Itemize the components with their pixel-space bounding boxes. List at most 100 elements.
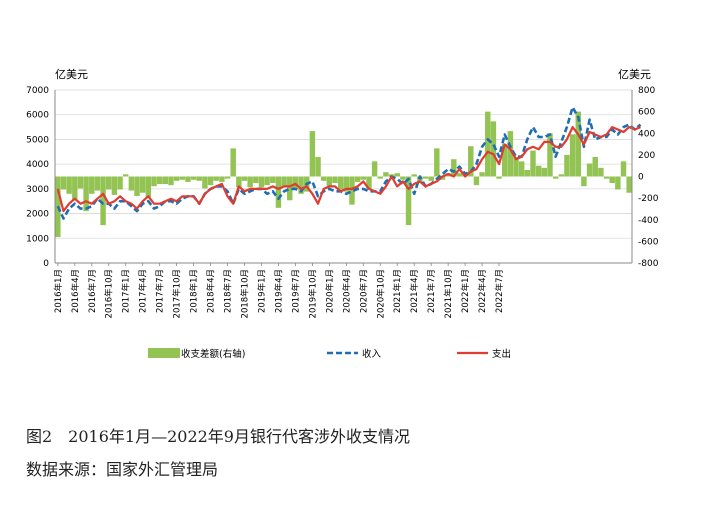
balance-bar bbox=[298, 176, 304, 194]
balance-bar bbox=[72, 176, 78, 201]
balance-bar bbox=[111, 176, 118, 195]
balance-bar bbox=[83, 176, 89, 212]
balance-bar bbox=[270, 176, 276, 183]
balance-bar bbox=[411, 174, 417, 177]
legend-label-balance: 收支差额(右轴) bbox=[181, 348, 245, 360]
balance-bar bbox=[236, 176, 242, 188]
x-tick-label: 2018年7月 bbox=[223, 269, 234, 313]
balance-bar bbox=[405, 176, 412, 226]
balance-bar bbox=[106, 176, 112, 190]
left-tick-label: 4000 bbox=[26, 160, 49, 170]
x-tick-label: 2022年1月 bbox=[460, 269, 471, 313]
x-tick-label: 2018年1月 bbox=[189, 269, 200, 313]
balance-bar bbox=[496, 176, 502, 179]
balance-bar bbox=[77, 176, 84, 189]
data-source: 数据来源：国家外汇管理局 bbox=[26, 460, 219, 479]
balance-bar bbox=[513, 157, 519, 177]
x-tick-label: 2016年10月 bbox=[104, 269, 115, 318]
left-tick-label: 2000 bbox=[26, 210, 49, 220]
balance-bar bbox=[485, 111, 491, 177]
balance-bar bbox=[620, 161, 627, 177]
balance-bar bbox=[451, 159, 457, 177]
x-tick-label: 2019年1月 bbox=[256, 269, 267, 313]
balance-bar bbox=[349, 176, 355, 205]
balance-bar bbox=[547, 133, 553, 177]
right-tick-label: -400 bbox=[638, 216, 659, 226]
left-tick-label: 0 bbox=[43, 259, 49, 269]
x-tick-label: 2017年1月 bbox=[121, 269, 132, 313]
balance-bar bbox=[168, 176, 174, 186]
balance-bar bbox=[575, 111, 581, 177]
balance-bar bbox=[287, 176, 293, 201]
x-tick-label: 2017年4月 bbox=[138, 269, 149, 313]
x-tick-label: 2022年7月 bbox=[494, 269, 505, 313]
right-tick-label: 0 bbox=[638, 173, 644, 183]
x-tick-label: 2019年4月 bbox=[273, 269, 284, 313]
balance-bar bbox=[128, 176, 135, 191]
income-line bbox=[56, 106, 642, 220]
right-tick-label: -600 bbox=[638, 237, 659, 247]
balance-bar bbox=[139, 176, 146, 193]
balance-bar bbox=[535, 165, 542, 177]
x-tick-label: 2017年7月 bbox=[155, 269, 166, 313]
x-tick-label: 2020年7月 bbox=[358, 269, 369, 313]
left-tick-label: 1000 bbox=[26, 234, 49, 244]
balance-bar bbox=[586, 163, 593, 177]
balance-bar bbox=[89, 176, 95, 194]
balance-bar bbox=[343, 176, 350, 192]
balance-bar bbox=[309, 131, 316, 177]
balance-bar bbox=[592, 157, 598, 177]
right-tick-label: -800 bbox=[638, 259, 659, 269]
balance-bar bbox=[360, 176, 367, 180]
right-tick-label: 200 bbox=[638, 151, 655, 161]
balance-bar bbox=[598, 167, 604, 177]
income-expense-lines bbox=[56, 106, 642, 220]
balance-bar bbox=[190, 176, 197, 180]
balance-bar bbox=[552, 176, 559, 179]
balance-bar bbox=[281, 176, 287, 188]
balance-bar bbox=[518, 161, 525, 177]
balance-bar bbox=[490, 121, 497, 177]
expense-line bbox=[56, 125, 641, 213]
balance-bar bbox=[117, 176, 123, 190]
gridlines bbox=[55, 89, 632, 239]
balance-bar bbox=[434, 148, 440, 177]
balance-bar bbox=[241, 176, 248, 181]
balance-bar bbox=[230, 148, 236, 177]
legend-label-income: 收入 bbox=[362, 348, 382, 360]
balance-bar bbox=[264, 176, 270, 186]
figure-title: 图2 2016年1月—2022年9月银行代客涉外收支情况 bbox=[26, 427, 410, 446]
balance-bar bbox=[366, 176, 372, 190]
x-tick-label: 2018年10月 bbox=[240, 269, 251, 318]
balance-bar bbox=[320, 176, 327, 181]
balance-bar bbox=[383, 172, 389, 177]
balance-bar bbox=[615, 176, 621, 190]
balance-bar bbox=[275, 176, 282, 208]
balance-bar bbox=[145, 176, 152, 198]
balance-bar bbox=[207, 176, 214, 186]
balance-bar bbox=[439, 176, 446, 180]
balance-bar bbox=[524, 170, 531, 177]
legend-label-expense: 支出 bbox=[492, 348, 511, 360]
balance-bar bbox=[326, 176, 333, 187]
left-tick-label: 6000 bbox=[26, 111, 49, 121]
balance-bar bbox=[134, 176, 140, 196]
balance-bar bbox=[428, 176, 434, 181]
balance-bar bbox=[473, 176, 480, 186]
balance-bar bbox=[94, 176, 101, 191]
x-tick-label: 2022年4月 bbox=[477, 269, 488, 313]
balance-bar bbox=[60, 176, 67, 190]
balance-bar bbox=[173, 176, 180, 181]
chart-canvas: 01000200030004000500060007000-800-600-40… bbox=[26, 68, 659, 360]
balance-bar bbox=[377, 176, 383, 179]
x-tick-label: 2020年1月 bbox=[324, 269, 335, 313]
legend-swatch-balance bbox=[148, 348, 180, 358]
left-tick-label: 7000 bbox=[26, 86, 49, 96]
balance-bar bbox=[156, 176, 163, 185]
legend: 收支差额(右轴) 收入 支出 bbox=[148, 348, 511, 360]
x-tick-label: 2016年7月 bbox=[87, 269, 98, 313]
balance-bar bbox=[224, 176, 231, 179]
balance-bar bbox=[202, 176, 208, 189]
balance-bar bbox=[253, 176, 259, 183]
balance-bar bbox=[400, 176, 406, 180]
